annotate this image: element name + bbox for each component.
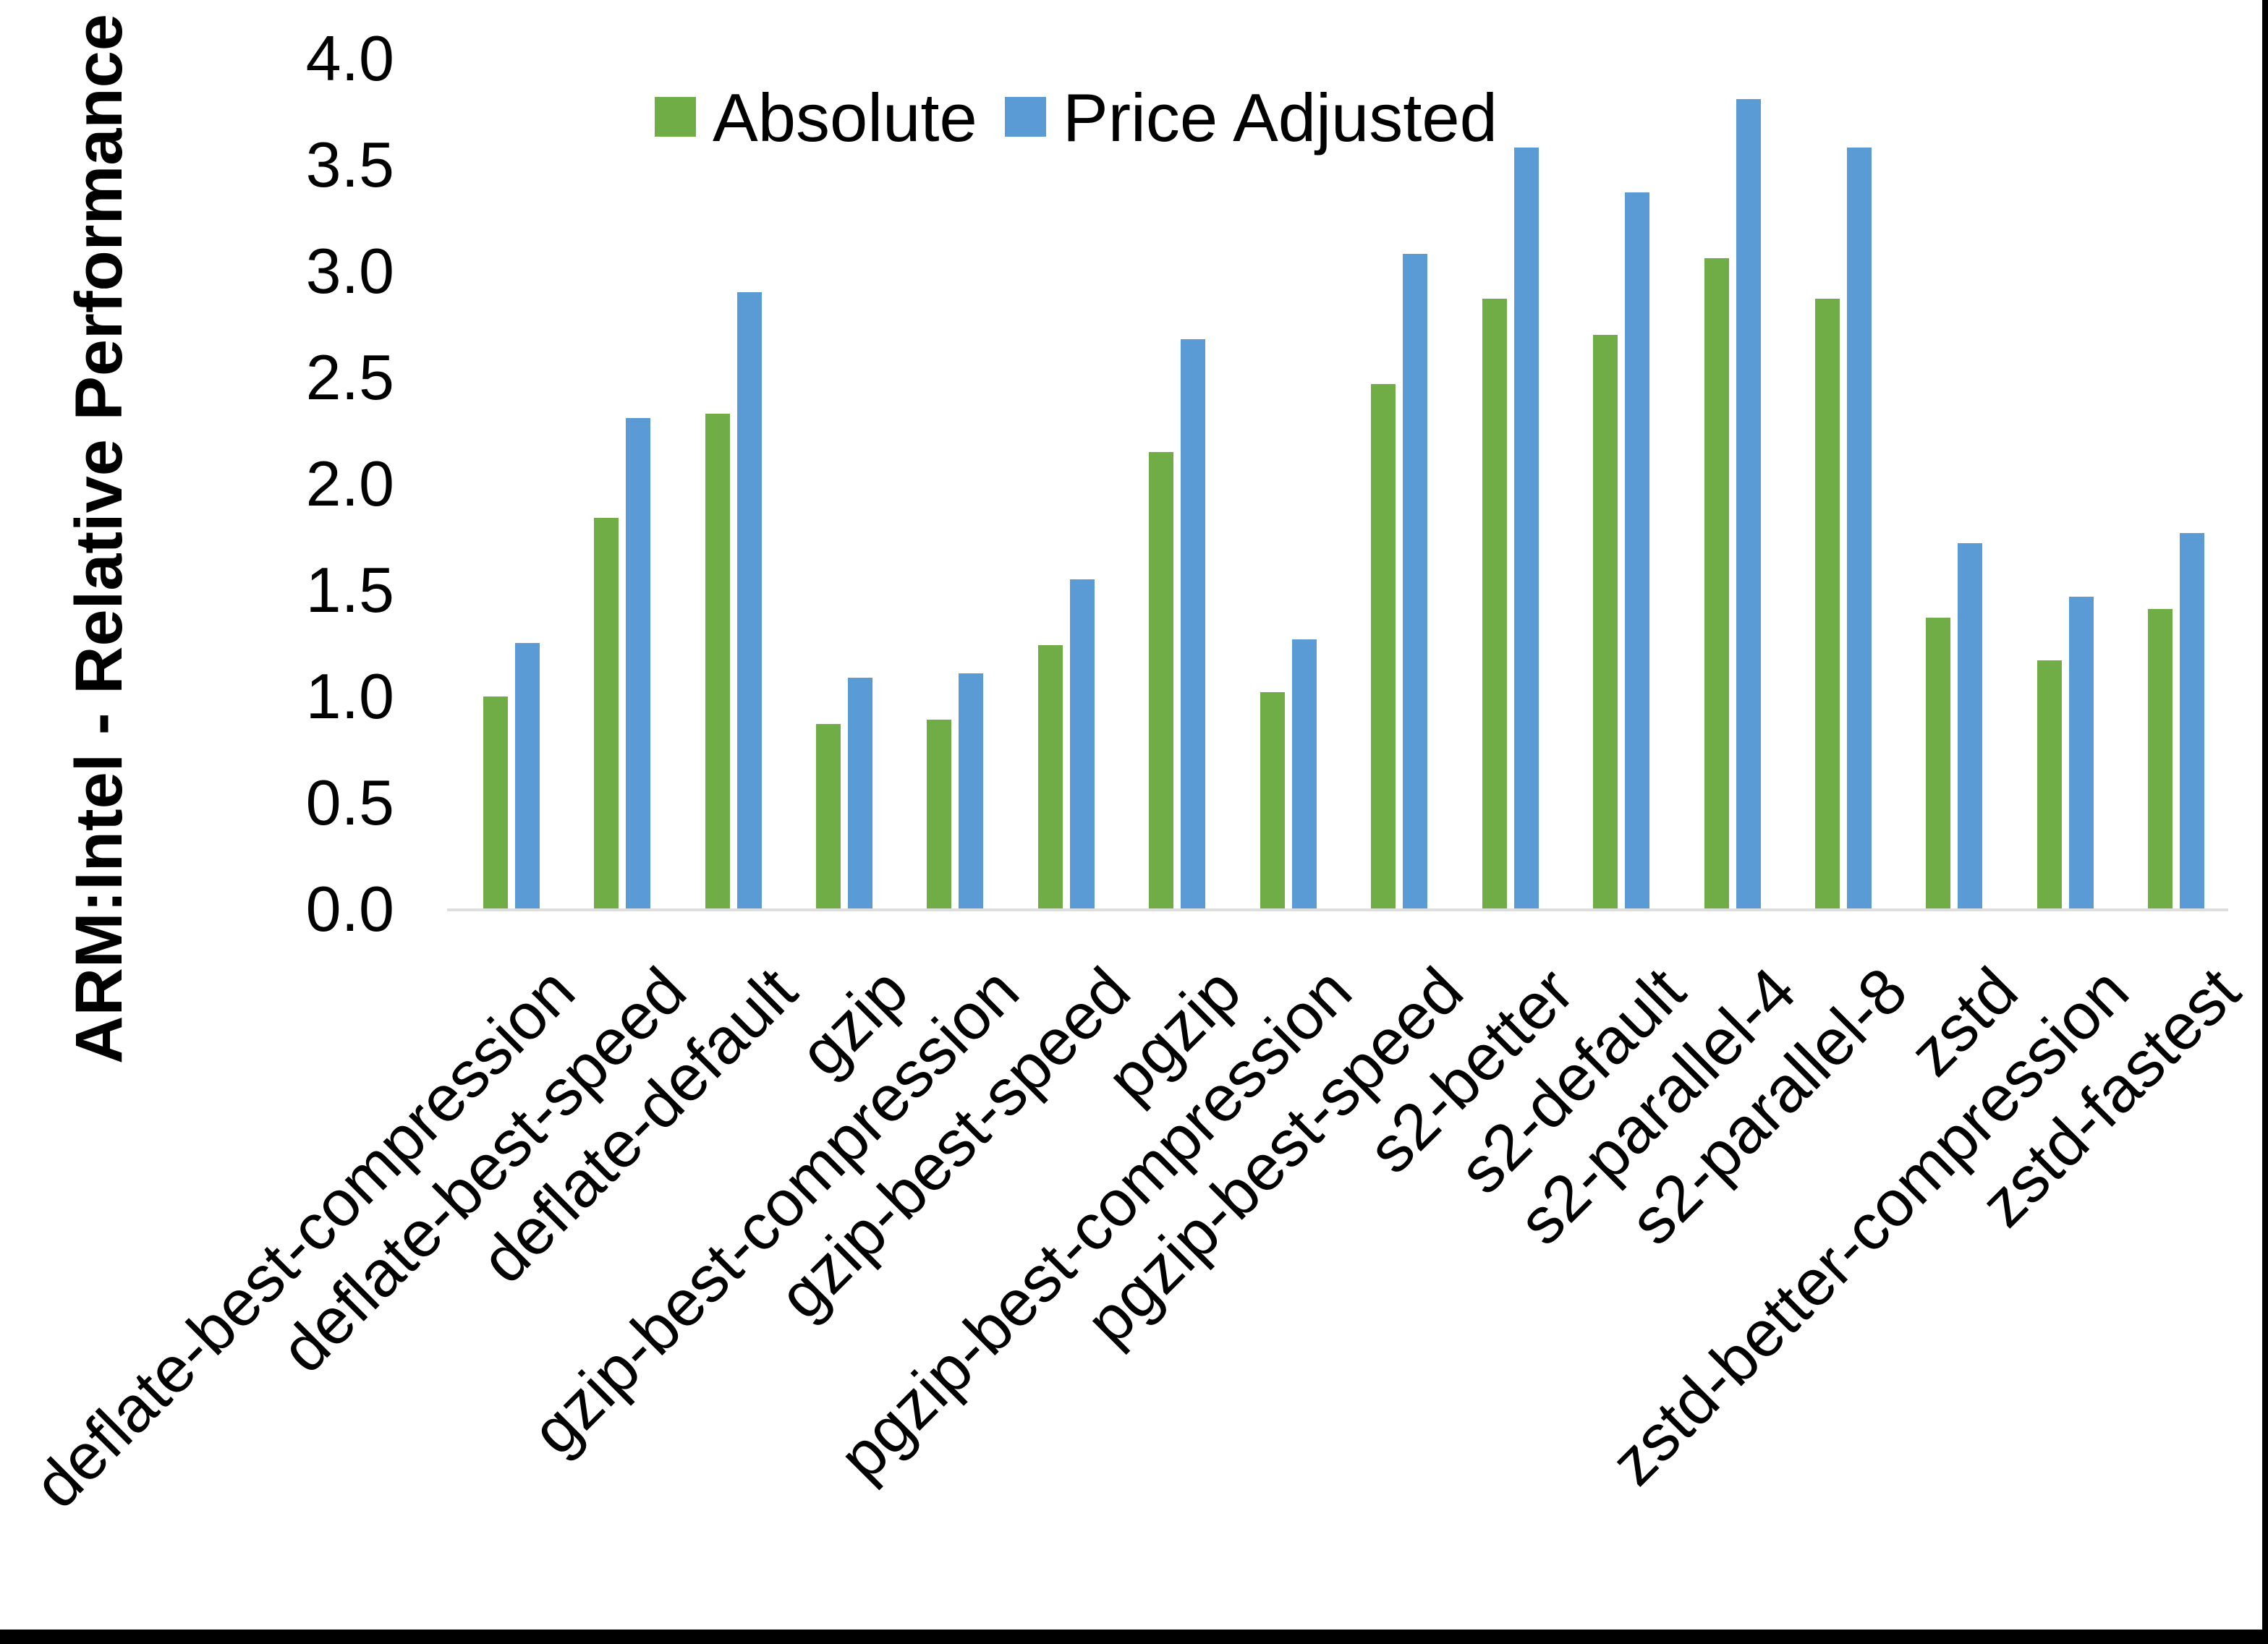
y-tick-label: 2.5 [305,341,394,413]
bar-absolute-s2-parallel-8 [1815,299,1840,909]
bar-absolute-deflate-best-compression [483,697,508,909]
bar-price-adjusted-deflate-best-speed [626,418,650,909]
y-tick-label: 2.0 [305,448,394,519]
bar-absolute-zstd [1926,618,1950,909]
bar-absolute-s2-default [1593,335,1618,909]
y-tick-label: 0.0 [305,873,394,945]
bar-price-adjusted-pgzip-best-compression [1292,639,1317,909]
screenshot-bottom-border [0,1630,2268,1644]
bar-price-adjusted-s2-parallel-4 [1736,99,1761,909]
x-axis-line [447,908,2228,911]
bar-price-adjusted-gzip-best-speed [1070,579,1095,909]
bar-absolute-s2-better [1482,299,1507,909]
bar-price-adjusted-pgzip-best-speed [1403,254,1427,909]
legend-swatch-price-adjusted [1005,97,1046,137]
bar-price-adjusted-s2-default [1625,192,1649,909]
bar-price-adjusted-deflate-default [737,292,762,909]
bar-absolute-gzip-best-speed [1038,645,1063,909]
y-tick-label: 3.5 [305,129,394,200]
bar-price-adjusted-zstd [1958,543,1982,909]
legend-swatch-absolute [655,97,696,137]
legend-label-absolute: Absolute [713,80,977,156]
bar-absolute-zstd-fastest [2148,609,2173,909]
y-tick-label: 3.0 [305,235,394,307]
bar-absolute-gzip-best-compression [927,720,951,909]
bar-absolute-pgzip [1149,452,1173,909]
bar-absolute-deflate-default [705,414,730,909]
bar-price-adjusted-zstd-fastest [2180,533,2204,909]
y-tick-label: 0.5 [305,767,394,838]
y-tick-label: 1.0 [305,660,394,732]
bar-price-adjusted-s2-parallel-8 [1847,148,1872,909]
y-tick-label: 1.5 [305,554,394,626]
legend-label-price-adjusted: Price Adjusted [1063,80,1498,156]
bar-absolute-s2-parallel-4 [1704,258,1729,909]
bar-absolute-gzip [816,724,841,909]
bar-price-adjusted-deflate-best-compression [515,643,540,909]
bar-absolute-zstd-better-compression [2037,660,2062,909]
bar-price-adjusted-zstd-better-compression [2069,597,2094,909]
screenshot-right-border [2262,0,2268,1644]
y-tick-label: 4.0 [305,22,394,94]
bar-price-adjusted-s2-better [1514,148,1539,909]
bar-absolute-pgzip-best-compression [1260,692,1285,909]
bar-absolute-deflate-best-speed [594,518,619,909]
bar-price-adjusted-pgzip [1181,339,1205,909]
bar-price-adjusted-gzip [848,678,872,909]
bar-price-adjusted-gzip-best-compression [959,673,983,909]
bar-absolute-pgzip-best-speed [1371,384,1396,909]
